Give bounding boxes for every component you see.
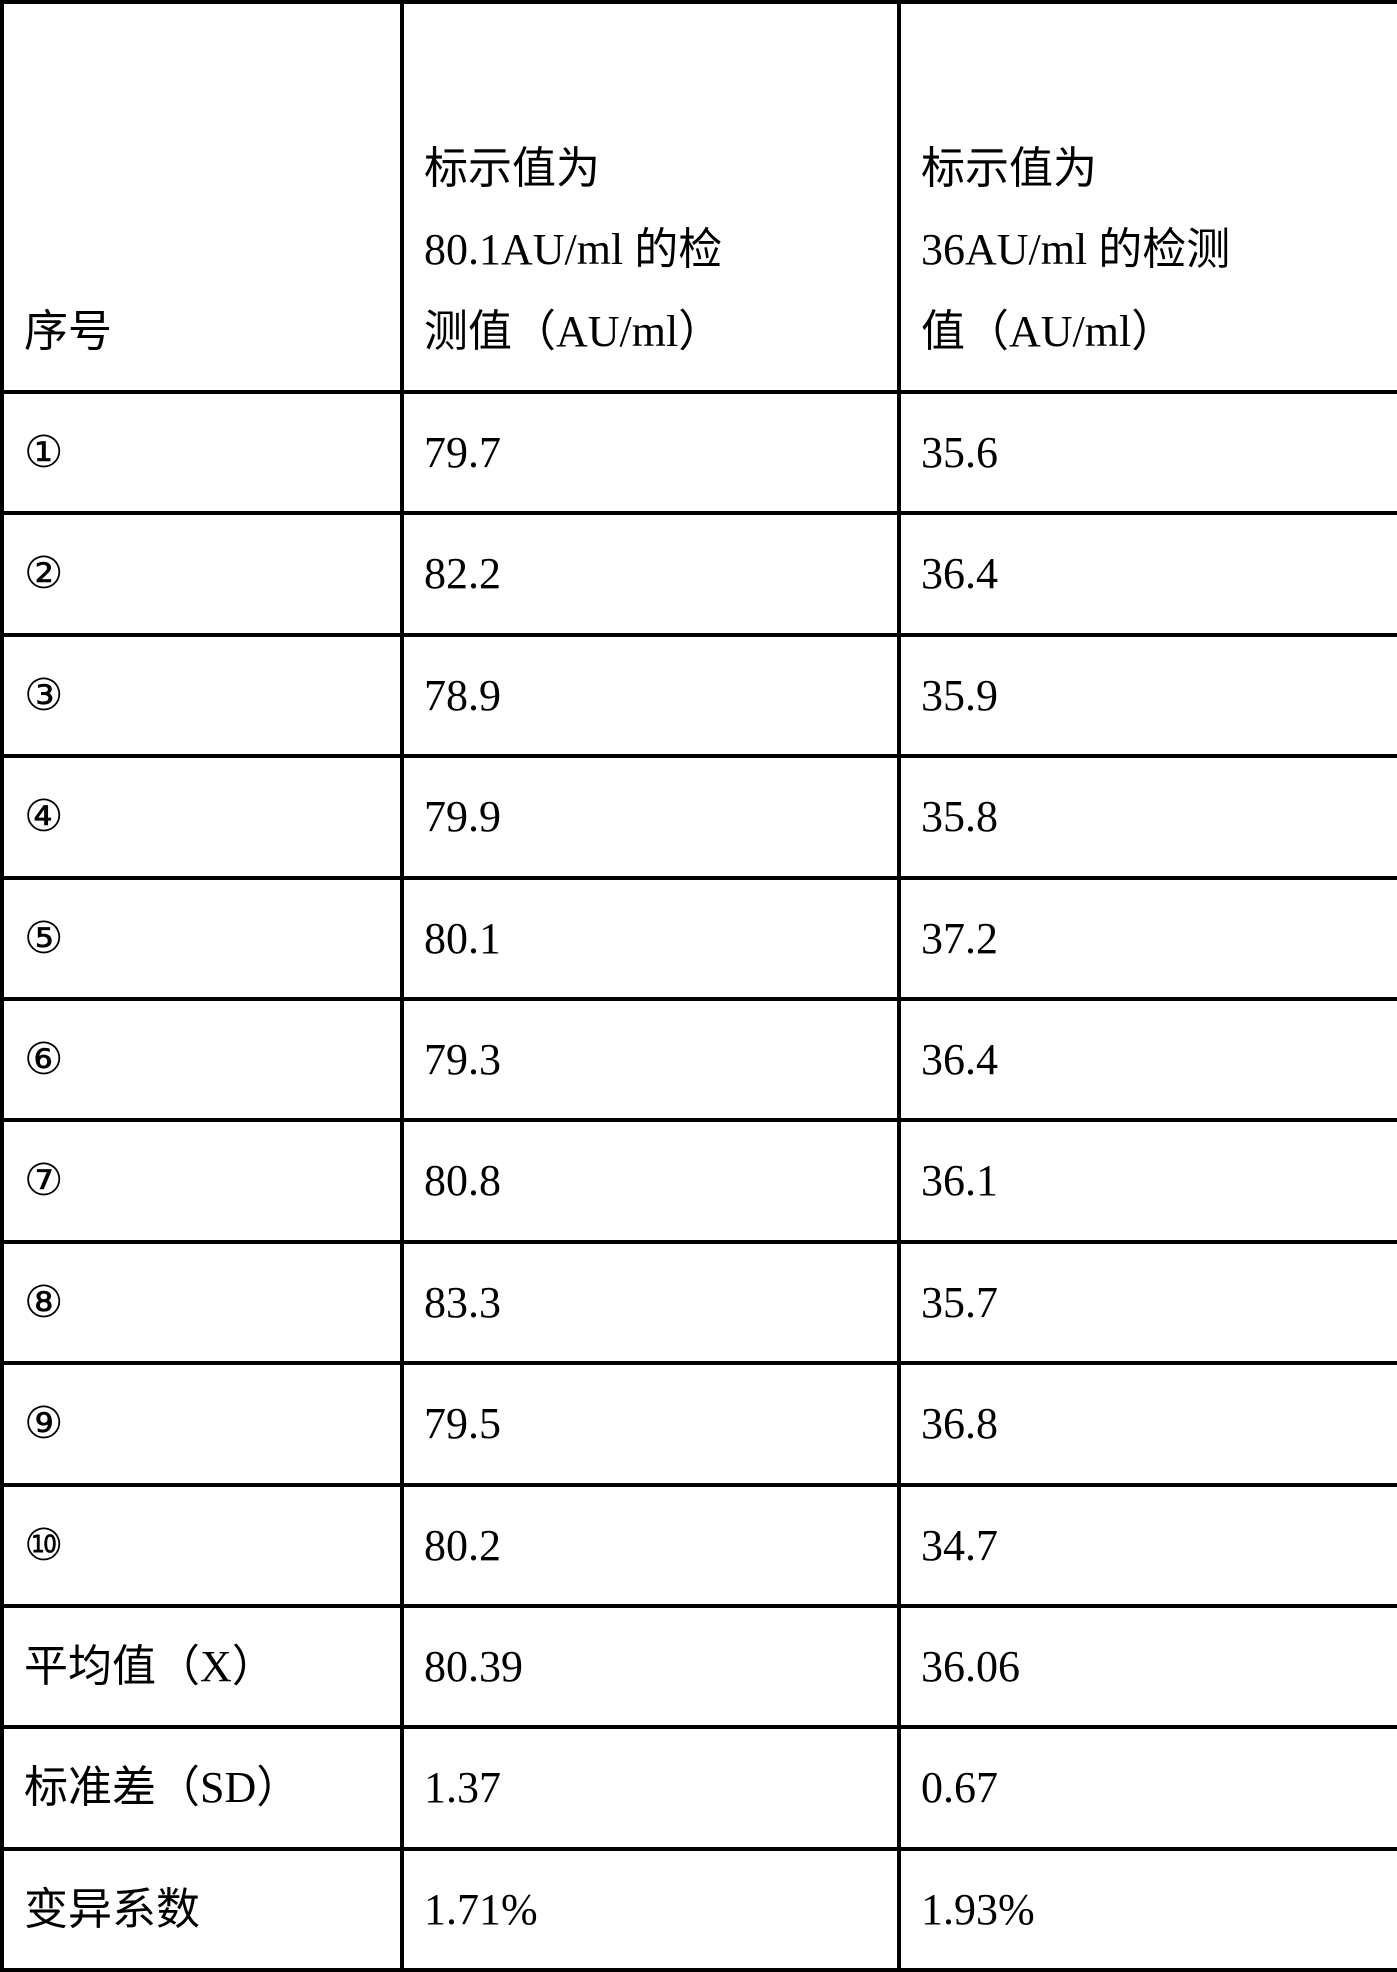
table-cell: 1.93% [899,1849,1397,1970]
table-header-row: 序号标示值为80.1AU/ml 的检测值（AU/ml）标示值为36AU/ml 的… [2,2,1397,392]
table-cell: 36.4 [899,513,1397,634]
table-cell: ② [2,513,402,634]
table-cell: 36.06 [899,1606,1397,1727]
table-cell: ⑧ [2,1242,402,1363]
table-cell: 80.8 [402,1120,899,1241]
data-table: 序号标示值为80.1AU/ml 的检测值（AU/ml）标示值为36AU/ml 的… [0,0,1397,1972]
table-cell: ⑩ [2,1485,402,1606]
table-cell: 0.67 [899,1727,1397,1848]
table-cell: 36.4 [899,999,1397,1120]
table-body: 序号标示值为80.1AU/ml 的检测值（AU/ml）标示值为36AU/ml 的… [2,2,1397,1970]
table-cell: 79.7 [402,392,899,513]
table-cell: 79.3 [402,999,899,1120]
table-row: ④79.935.8 [2,756,1397,877]
table-row: ③78.935.9 [2,635,1397,756]
table-cell: 1.37 [402,1727,899,1848]
table-header-cell: 序号 [2,2,402,392]
table-cell: ⑨ [2,1363,402,1484]
table-header-cell: 标示值为80.1AU/ml 的检测值（AU/ml） [402,2,899,392]
table-row: ①79.735.6 [2,392,1397,513]
table-cell: 36.1 [899,1120,1397,1241]
table-row: ⑩80.234.7 [2,1485,1397,1606]
table-row: ⑤80.137.2 [2,878,1397,999]
table-cell: 79.5 [402,1363,899,1484]
table-row: ⑦80.836.1 [2,1120,1397,1241]
table-row: ⑥79.336.4 [2,999,1397,1120]
table-cell: ④ [2,756,402,877]
table-row: ⑨79.536.8 [2,1363,1397,1484]
table-cell: ⑤ [2,878,402,999]
table-cell: 35.7 [899,1242,1397,1363]
table-cell: 标准差（SD） [2,1727,402,1848]
table-row: ⑧83.335.7 [2,1242,1397,1363]
table-cell: 变异系数 [2,1849,402,1970]
table-cell: 35.8 [899,756,1397,877]
table-cell: 平均值（X） [2,1606,402,1727]
table-row: ②82.236.4 [2,513,1397,634]
table-cell: 35.9 [899,635,1397,756]
table-cell: 1.71% [402,1849,899,1970]
table-header-cell: 标示值为36AU/ml 的检测值（AU/ml） [899,2,1397,392]
table-cell: ① [2,392,402,513]
table-cell: 82.2 [402,513,899,634]
table-cell: 80.39 [402,1606,899,1727]
table-cell: 83.3 [402,1242,899,1363]
table-cell: 35.6 [899,392,1397,513]
table-cell: ③ [2,635,402,756]
table-row: 平均值（X）80.3936.06 [2,1606,1397,1727]
table-cell: 78.9 [402,635,899,756]
table-cell: 34.7 [899,1485,1397,1606]
table-row: 标准差（SD）1.370.67 [2,1727,1397,1848]
table-cell: ⑦ [2,1120,402,1241]
table-cell: 36.8 [899,1363,1397,1484]
table-cell: 79.9 [402,756,899,877]
table-cell: 80.1 [402,878,899,999]
table-cell: 37.2 [899,878,1397,999]
table-row: 变异系数1.71%1.93% [2,1849,1397,1970]
table-cell: ⑥ [2,999,402,1120]
table-cell: 80.2 [402,1485,899,1606]
